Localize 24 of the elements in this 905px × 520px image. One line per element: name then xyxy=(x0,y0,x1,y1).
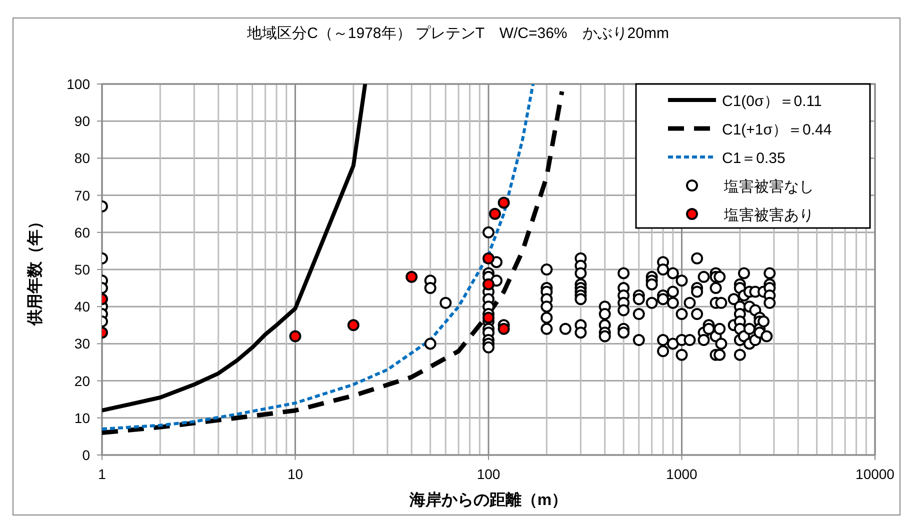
y-tick-label: 80 xyxy=(74,150,90,166)
y-tick-label: 30 xyxy=(74,336,90,352)
legend-label: 塩害被害なし xyxy=(723,178,814,196)
legend-label: C1(0σ）＝0.11 xyxy=(722,93,822,110)
y-tick-label: 10 xyxy=(74,410,90,426)
x-tick-label: 1 xyxy=(98,466,106,482)
y-tick-label: 100 xyxy=(66,76,90,92)
x-tick-label: 10 xyxy=(287,466,304,482)
y-tick-label: 60 xyxy=(74,224,90,240)
legend-label: 塩害被害あり xyxy=(723,207,814,224)
y-tick-label: 40 xyxy=(74,298,90,315)
x-axis-title: 海岸からの距離（m） xyxy=(408,491,568,509)
x-tick-label: 10000 xyxy=(856,466,895,482)
legend-label: C1(+1σ）＝0.44 xyxy=(722,122,832,138)
y-tick-label: 0 xyxy=(82,447,90,463)
x-tick-label: 100 xyxy=(476,466,500,482)
x-tick-label: 1000 xyxy=(666,466,698,482)
y-tick-label: 50 xyxy=(74,262,90,278)
y-tick-label: 20 xyxy=(74,372,90,389)
legend-label: C1＝0.35 xyxy=(722,150,786,167)
chart-title: 地域区分C（～1978年） プレテンT W/C=36% かぶり20mm xyxy=(246,25,669,42)
y-tick-label: 90 xyxy=(74,113,90,130)
y-axis-title: 供用年数（年） xyxy=(26,214,44,326)
y-tick-label: 70 xyxy=(74,187,90,204)
